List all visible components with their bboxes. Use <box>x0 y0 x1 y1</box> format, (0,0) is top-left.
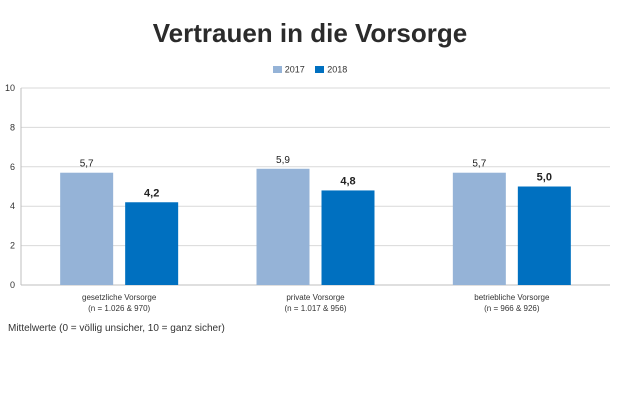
data-label-2018: 5,0 <box>537 172 552 184</box>
data-label-2018: 4,8 <box>340 175 355 187</box>
data-label-2017: 5,7 <box>80 159 94 170</box>
x-tick-label: betriebliche Vorsorge <box>474 293 550 302</box>
x-tick-label: private Vorsorge <box>286 293 345 302</box>
bar-2018 <box>321 190 375 285</box>
footnote: Mittelwerte (0 = völlig unsicher, 10 = g… <box>8 323 225 334</box>
legend-label-2018: 2018 <box>327 64 348 75</box>
legend-swatch-2017 <box>272 66 282 74</box>
y-tick-label: 4 <box>10 201 15 211</box>
y-tick-label: 2 <box>10 241 15 251</box>
legend-label-2017: 2017 <box>284 64 305 75</box>
y-tick-label: 6 <box>10 162 15 172</box>
bar-2018 <box>125 202 179 285</box>
bar-2017 <box>60 172 114 285</box>
legend-item-2017: 2017 <box>272 64 305 75</box>
data-label-2017: 5,9 <box>276 155 290 166</box>
legend-item-2018: 2018 <box>315 64 347 75</box>
data-label-2018: 4,2 <box>144 187 159 199</box>
x-tick-label: (n = 1.017 & 956) <box>284 304 346 313</box>
x-tick-label: gesetzliche Vorsorge <box>82 293 157 302</box>
y-tick-label: 0 <box>10 280 15 290</box>
legend-swatch-2018 <box>315 66 325 74</box>
bar-2017 <box>452 172 506 285</box>
bar-2018 <box>517 186 571 285</box>
y-tick-label: 10 <box>5 83 15 93</box>
y-tick-label: 8 <box>10 122 15 132</box>
data-label-2017: 5,7 <box>472 159 486 170</box>
legend: 2017 2018 <box>0 64 620 75</box>
x-tick-label: (n = 1.026 & 970) <box>88 304 150 313</box>
x-tick-label: (n = 966 & 926) <box>484 304 540 313</box>
bar-2017 <box>256 168 310 285</box>
chart-title: Vertrauen in die Vorsorge <box>152 18 468 48</box>
